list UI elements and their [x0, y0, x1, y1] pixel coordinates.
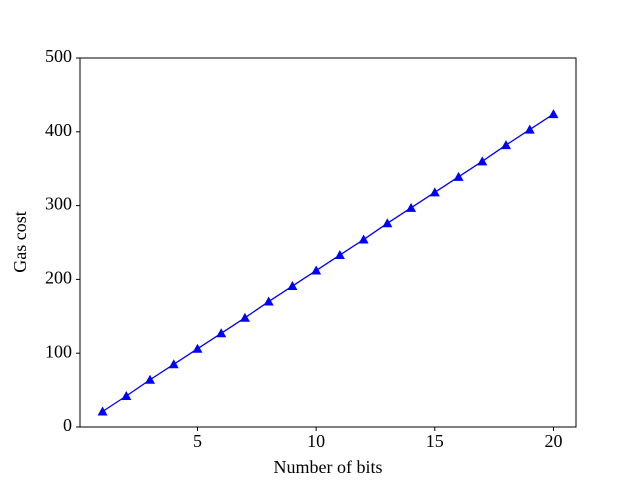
y-tick-label: 500 — [45, 46, 72, 66]
y-tick-label: 300 — [45, 194, 72, 214]
marker — [192, 343, 203, 353]
y-tick-label: 200 — [45, 268, 72, 288]
marker — [311, 265, 322, 275]
marker — [477, 156, 488, 166]
marker — [121, 391, 132, 401]
x-axis-label: Number of bits — [274, 457, 383, 477]
marker — [548, 109, 559, 119]
marker — [358, 234, 369, 244]
plot-frame — [79, 57, 577, 428]
marker — [429, 187, 440, 197]
marker — [334, 250, 345, 260]
x-tick-label: 15 — [426, 431, 444, 451]
marker — [239, 312, 250, 322]
marker — [263, 296, 274, 306]
x-tick-label: 5 — [193, 431, 202, 451]
y-tick-label: 400 — [45, 120, 72, 140]
marker — [145, 374, 156, 384]
marker — [524, 124, 535, 134]
y-tick-label: 100 — [45, 341, 72, 361]
marker — [500, 140, 511, 150]
marker — [97, 406, 108, 416]
x-tick-label: 20 — [544, 431, 562, 451]
marker — [382, 218, 393, 228]
marker — [406, 202, 417, 212]
marker — [453, 171, 464, 181]
x-tick-label: 10 — [307, 431, 325, 451]
marker — [216, 328, 227, 338]
y-tick-label: 0 — [63, 415, 72, 435]
y-axis-label: Gas cost — [10, 211, 30, 273]
marker — [287, 281, 298, 291]
marker — [168, 359, 179, 369]
